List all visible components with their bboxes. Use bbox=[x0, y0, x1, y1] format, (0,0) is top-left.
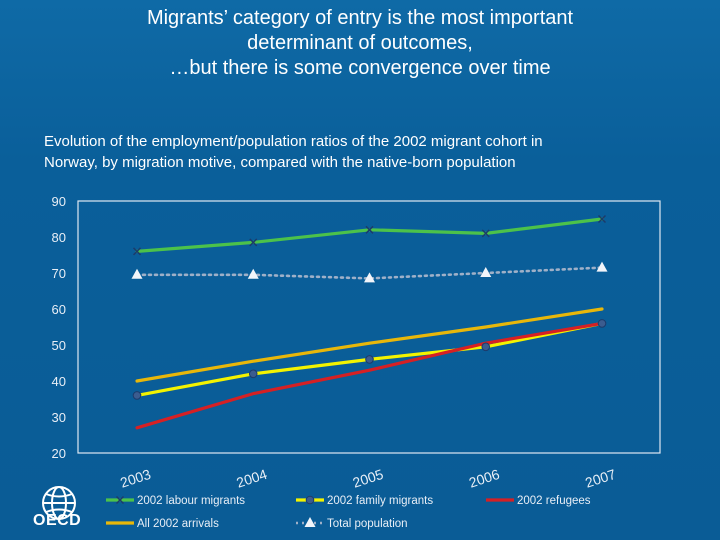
legend-label: All 2002 arrivals bbox=[137, 518, 219, 530]
data-point bbox=[133, 392, 141, 400]
x-tick-label: 2003 bbox=[118, 466, 153, 491]
y-tick-label: 20 bbox=[52, 446, 66, 461]
data-point bbox=[132, 269, 143, 279]
y-tick-label: 40 bbox=[52, 374, 66, 389]
x-tick-label: 2006 bbox=[467, 466, 502, 491]
legend-label: 2002 family migrants bbox=[327, 495, 433, 507]
y-tick-label: 70 bbox=[52, 266, 66, 281]
x-tick-label: 2005 bbox=[351, 466, 386, 491]
data-point bbox=[305, 517, 316, 527]
data-point bbox=[480, 267, 491, 277]
y-tick-label: 50 bbox=[52, 338, 66, 353]
x-tick-label: 2007 bbox=[583, 466, 618, 491]
data-point bbox=[366, 356, 374, 364]
legend-label: 2002 refugees bbox=[517, 495, 591, 507]
y-tick-label: 90 bbox=[52, 194, 66, 209]
data-point bbox=[482, 343, 490, 351]
y-tick-label: 60 bbox=[52, 302, 66, 317]
data-point bbox=[249, 370, 257, 378]
data-point bbox=[598, 320, 606, 328]
data-point bbox=[306, 496, 314, 504]
x-tick-label: 2004 bbox=[234, 466, 269, 491]
series-line bbox=[137, 219, 602, 251]
y-tick-label: 80 bbox=[52, 230, 66, 245]
legend-label: Total population bbox=[327, 518, 408, 530]
oecd-logo-text: OECD bbox=[33, 512, 81, 530]
y-tick-label: 30 bbox=[52, 410, 66, 425]
legend-label: 2002 labour migrants bbox=[137, 495, 245, 507]
